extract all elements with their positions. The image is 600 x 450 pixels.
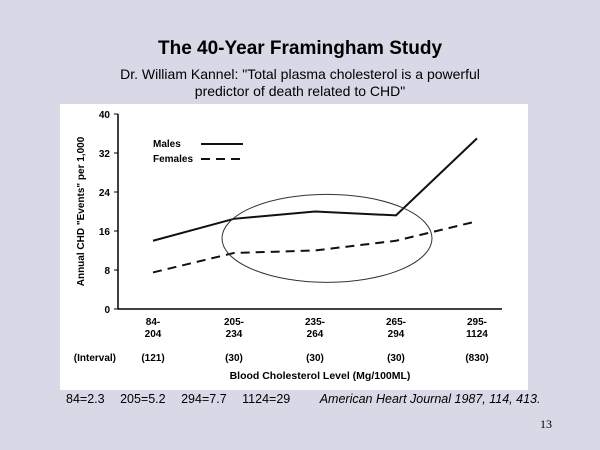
citation: American Heart Journal 1987, 114, 413.	[319, 392, 541, 406]
y-axis-label: Annual CHD "Events" per 1,000	[76, 136, 87, 286]
footer-value: 1124=29	[242, 392, 291, 406]
footer: 84=2.3 205=5.2 294=7.7 1124=29 American …	[66, 392, 552, 406]
y-tick-label: 8	[104, 266, 110, 277]
interval-label: (30)	[306, 353, 324, 364]
x-tick-label: 204	[145, 329, 162, 340]
slide-subtitle-line1: Dr. William Kannel: "Total plasma choles…	[120, 66, 480, 82]
y-tick-label: 24	[99, 188, 111, 199]
page-number: 13	[540, 417, 552, 431]
x-tick-label: 264	[307, 329, 324, 340]
series-line-females	[152, 220, 478, 274]
x-tick-label: 1124	[466, 329, 488, 340]
x-tick-label: 294	[388, 329, 405, 340]
footer-value: 205=5.2	[120, 392, 166, 406]
footer-value: 294=7.7	[181, 392, 227, 406]
interval-row-label: (Interval)	[74, 353, 116, 364]
x-tick-label: 234	[226, 329, 243, 340]
x-tick-label: 295-	[467, 317, 487, 328]
interval-label: (830)	[465, 353, 488, 364]
legend-label: Males	[153, 139, 181, 150]
x-tick-label: 265-	[386, 317, 406, 328]
y-tick-label: 0	[104, 305, 110, 316]
x-tick-label: 235-	[305, 317, 325, 328]
interval-label: (121)	[141, 353, 164, 364]
interval-label: (30)	[387, 353, 405, 364]
y-tick-label: 32	[99, 149, 111, 160]
chart-panel: 0 8 16 24 32 40 Annual CHD "Events" per 1,000 8…	[60, 104, 528, 390]
slide-subtitle-line2: predictor of death related to CHD"	[194, 83, 406, 99]
series-line-males	[152, 137, 478, 242]
y-tick-label: 40	[99, 110, 111, 121]
interval-label: (30)	[225, 353, 243, 364]
x-axis-label: Blood Cholesterol Level (Mg/100ML)	[230, 370, 411, 382]
line-chart: 0 8 16 24 32 40 Annual CHD "Events" per 1,000 8…	[74, 110, 502, 382]
x-tick-label: 84-	[146, 317, 160, 328]
highlight-ellipse	[221, 193, 433, 283]
footer-value: 84=2.3	[66, 392, 105, 406]
slide-title: The 40-Year Framingham Study	[157, 38, 443, 59]
x-tick-label: 205-	[224, 317, 244, 328]
y-tick-label: 16	[99, 227, 111, 238]
legend-label: Females	[153, 154, 193, 165]
